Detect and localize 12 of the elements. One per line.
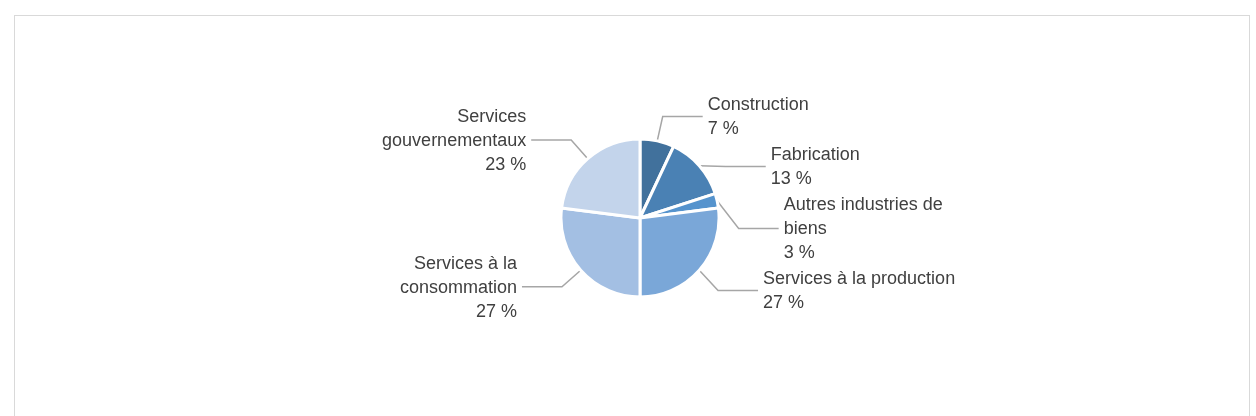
slice-label: Autres industries de biens — [783, 194, 943, 239]
data-label: 27 % — [763, 292, 805, 313]
data-label: 13 % — [770, 168, 812, 189]
slice-label: Services à la production — [763, 268, 956, 289]
slice-label: Services gouvernementaux — [382, 105, 527, 150]
data-label: 7 % — [707, 118, 739, 139]
data-label: 23 % — [485, 153, 527, 174]
data-label: 3 % — [783, 242, 815, 263]
slice-label: Fabrication — [770, 144, 860, 165]
data-label: 27 % — [475, 300, 517, 321]
slice-label: Construction — [707, 94, 809, 115]
slice-label: Services à la consommation — [399, 252, 518, 297]
